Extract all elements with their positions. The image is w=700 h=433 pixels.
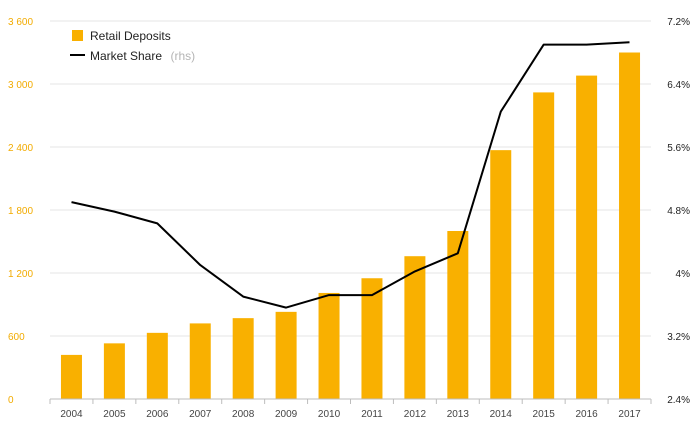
bar-retail-deposits-2004: [60, 354, 82, 399]
x-tick-label: 2011: [361, 409, 383, 420]
x-tick-label: 2005: [103, 409, 126, 420]
x-tick-label: 2015: [533, 409, 556, 420]
bar-series-retail-deposits: [60, 52, 641, 400]
legend-label-retail-deposits: Retail Deposits: [90, 29, 171, 43]
y-right-tick-label: 2.4%: [667, 395, 690, 406]
y-right-tick-label: 3.2%: [667, 332, 690, 343]
y-right-tick-label: 5.6%: [667, 143, 690, 154]
x-tick-label: 2013: [447, 409, 470, 420]
x-tick-label: 2016: [575, 409, 598, 420]
line-market-share: [71, 41, 630, 309]
x-tick-label: 2010: [318, 409, 341, 420]
bar-retail-deposits-2007: [189, 323, 211, 399]
y-left-tick-label: 1 800: [8, 206, 33, 217]
y-right-tick-label: 6.4%: [667, 80, 690, 91]
y-right-tick-label: 4.8%: [667, 206, 690, 217]
legend: Retail Deposits Market Share (rhs): [70, 29, 195, 64]
y-left-tick-label: 1 200: [8, 269, 33, 280]
y-left-tick-label: 3 600: [8, 17, 33, 28]
y-right-tick-label: 4%: [676, 269, 691, 280]
y-left-tick-label: 2 400: [8, 143, 33, 154]
bar-retail-deposits-2008: [232, 318, 254, 399]
y-axis-left: 0 600 1 200 1 800 2 400 3 000 3 600: [8, 17, 33, 406]
y-axis-right: 2.4% 3.2% 4% 4.8% 5.6% 6.4% 7.2%: [667, 17, 690, 406]
x-axis: 2004 2005 2006 2007 2008 2009 2010 2011 2012 2013…: [49, 398, 652, 420]
y-left-tick-label: 0: [8, 395, 14, 406]
y-left-tick-label: 3 000: [8, 80, 33, 91]
x-tick-label: 2009: [275, 409, 298, 420]
y-left-tick-label: 600: [8, 332, 25, 343]
bar-retail-deposits-2015: [533, 92, 555, 400]
x-tick-label: 2014: [490, 409, 513, 420]
line-series-market-share: [71, 41, 630, 309]
bar-retail-deposits-2013: [447, 231, 469, 399]
x-tick-label: 2012: [404, 409, 427, 420]
bar-retail-deposits-2005: [103, 343, 125, 399]
x-tick-label: 2007: [189, 409, 212, 420]
bar-retail-deposits-2011: [361, 278, 383, 399]
bar-retail-deposits-2012: [404, 256, 426, 399]
x-tick-label: 2006: [146, 409, 169, 420]
bar-retail-deposits-2006: [146, 332, 168, 399]
bar-retail-deposits-2014: [490, 150, 512, 399]
x-tick-label: 2008: [232, 409, 255, 420]
legend-label-market-share: Market Share (rhs): [90, 47, 195, 64]
gridlines: [50, 20, 651, 337]
bar-retail-deposits-2010: [318, 292, 340, 399]
x-tick-label: 2004: [60, 409, 83, 420]
bar-retail-deposits-2016: [576, 75, 598, 399]
legend-swatch-retail-deposits: [72, 30, 83, 41]
y-right-tick-label: 7.2%: [667, 17, 690, 28]
bar-retail-deposits-2017: [619, 52, 641, 399]
bar-retail-deposits-2009: [275, 311, 297, 399]
x-tick-label: 2017: [618, 409, 641, 420]
